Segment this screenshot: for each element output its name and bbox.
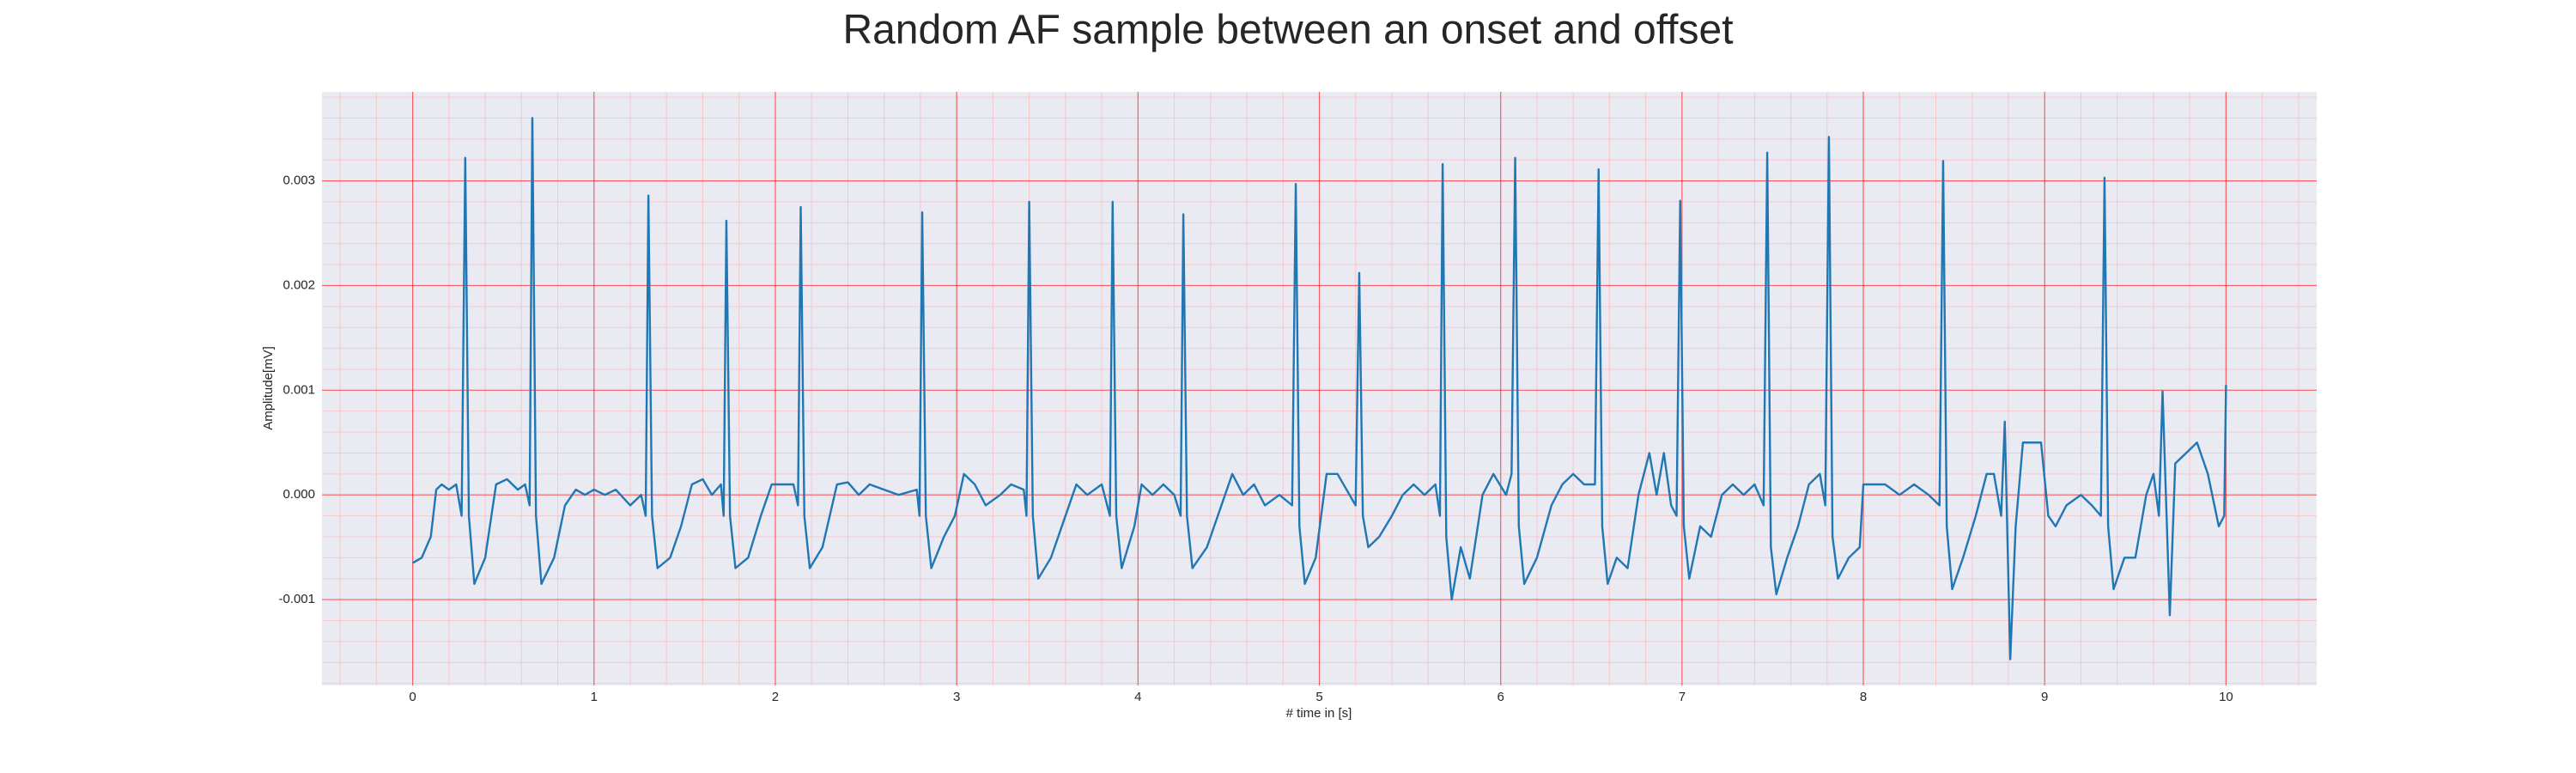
x-tick-label: 3 bbox=[953, 690, 960, 704]
y-tick-label: 0.000 bbox=[283, 487, 315, 502]
x-tick-label: 5 bbox=[1315, 690, 1322, 704]
y-tick-label: 0.003 bbox=[283, 173, 315, 188]
x-tick-label: 2 bbox=[772, 690, 779, 704]
signal-line bbox=[411, 117, 2227, 660]
x-tick-label: 10 bbox=[2219, 690, 2233, 704]
y-tick-label: 0.001 bbox=[283, 382, 315, 397]
chart-title: Random AF sample between an onset and of… bbox=[842, 8, 1733, 53]
y-tick-label: -0.001 bbox=[278, 592, 315, 606]
x-tick-label: 8 bbox=[1860, 690, 1867, 704]
x-axis-label: # time in [s] bbox=[1286, 706, 1352, 721]
x-tick-label: 9 bbox=[2041, 690, 2048, 704]
x-tick-label: 0 bbox=[409, 690, 416, 704]
x-tick-label: 1 bbox=[591, 690, 598, 704]
x-tick-label: 4 bbox=[1134, 690, 1141, 704]
x-tick-label: 6 bbox=[1498, 690, 1504, 704]
y-tick-label: 0.002 bbox=[283, 277, 315, 292]
x-tick-label: 7 bbox=[1679, 690, 1686, 704]
y-axis-label: Amplitude[mV] bbox=[261, 346, 276, 430]
